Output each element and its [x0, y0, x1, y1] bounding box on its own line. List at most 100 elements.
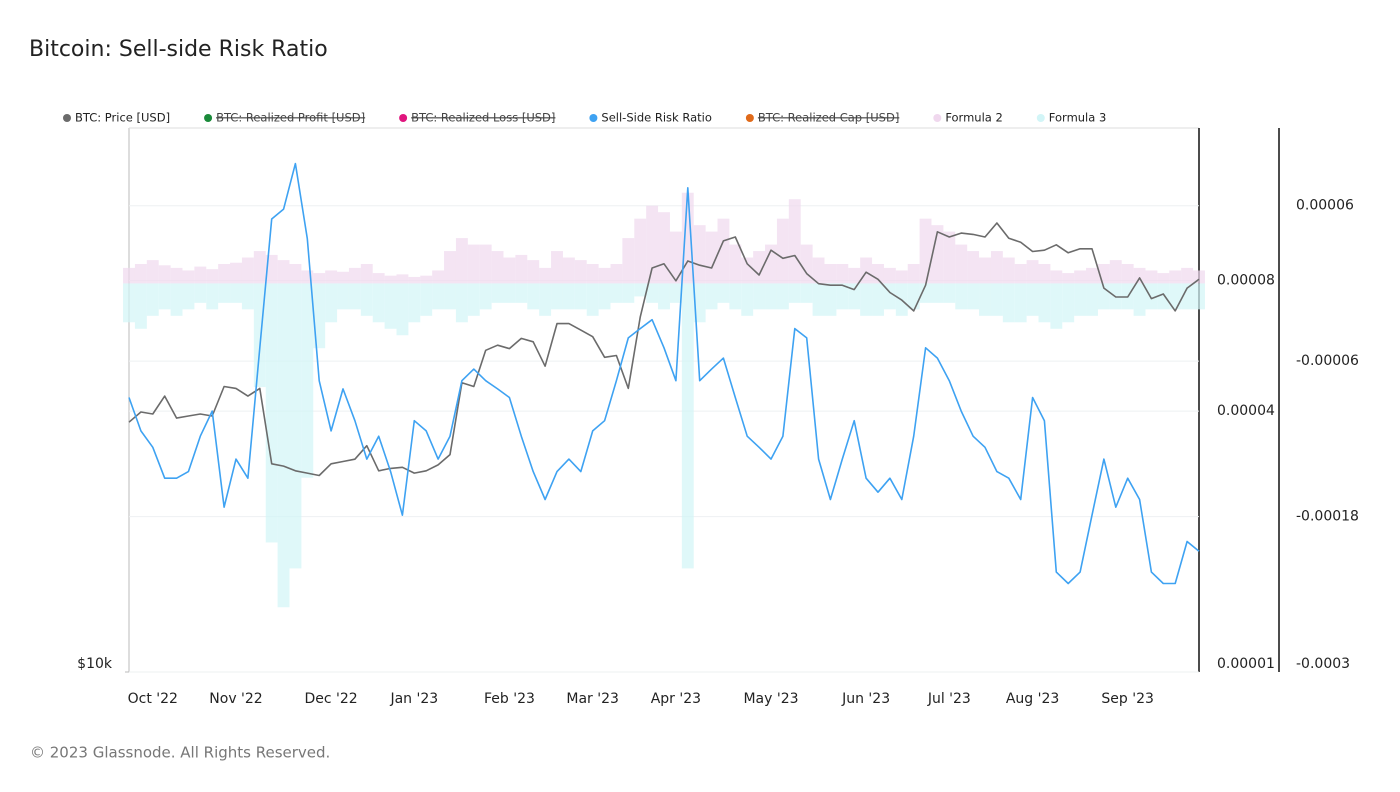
formula-bar — [979, 283, 991, 316]
formula-bar — [753, 283, 766, 310]
formula-bar — [396, 274, 409, 284]
formula-bar — [455, 283, 468, 323]
formula-bar — [1074, 283, 1087, 316]
legend-marker — [589, 114, 598, 122]
formula-bar — [883, 267, 896, 284]
formula-bar — [681, 192, 694, 284]
formula-bar — [812, 257, 825, 284]
legend-marker — [399, 114, 408, 122]
legend-item: BTC: Realized Loss [USD] — [411, 111, 555, 125]
formula-bar — [384, 275, 397, 284]
formula-bar — [907, 264, 920, 284]
formula-bar — [467, 283, 480, 316]
formula-bar — [1181, 267, 1194, 284]
formula-bar — [360, 283, 373, 316]
formula-bar — [1097, 264, 1110, 284]
formula-bar — [919, 218, 932, 284]
chart-title: Bitcoin: Sell-side Risk Ratio — [29, 37, 328, 62]
formula-bar — [479, 283, 492, 310]
formula-bar — [693, 283, 706, 323]
y3-tick-label: 0.00006 — [1296, 198, 1354, 214]
formula-bar — [931, 225, 944, 284]
formula-bar — [765, 283, 777, 310]
formula-bar — [432, 283, 445, 310]
formula-bar — [503, 257, 516, 284]
legend-item: BTC: Realized Profit [USD] — [216, 111, 365, 125]
labels: $10k 0.00001 0.00004 0.00008 0.00006 -0.00006… — [77, 198, 1359, 707]
formula-bar — [384, 283, 397, 329]
formula-bar — [669, 231, 682, 284]
formula-bar — [1002, 257, 1015, 284]
formula-bar — [824, 283, 837, 316]
y3-tick-label: -0.00018 — [1296, 509, 1359, 525]
formula-bar — [527, 260, 540, 284]
legend-item: Formula 3 — [1049, 111, 1106, 125]
formula-bar — [658, 212, 670, 284]
x-tick-label: Aug '23 — [1006, 691, 1059, 707]
formula-bar — [895, 270, 908, 284]
formula-bar — [943, 283, 956, 303]
legend-item: Sell-Side Risk Ratio — [601, 111, 711, 125]
formula-bar — [491, 283, 504, 303]
legend-marker — [745, 114, 754, 122]
formula-bar — [551, 251, 563, 284]
formula-bar — [967, 283, 980, 310]
formula-bar — [1181, 283, 1194, 310]
formula-bar — [1169, 283, 1182, 310]
formula-bar — [420, 275, 433, 284]
formula-bar — [776, 218, 789, 284]
formula-bar — [860, 257, 873, 284]
formula-bar — [182, 283, 195, 310]
formula-bar — [396, 283, 409, 336]
formula-bar — [836, 264, 849, 284]
formula-bar — [658, 283, 670, 310]
formula-bar — [824, 264, 837, 284]
formula-bar — [432, 270, 445, 284]
y3-tick-label: -0.00006 — [1296, 353, 1359, 369]
x-tick-label: Sep '23 — [1101, 691, 1154, 707]
formula-bar — [527, 283, 540, 310]
formula-bar — [883, 283, 896, 310]
formula-bar — [253, 283, 266, 388]
formula-bar — [539, 283, 552, 316]
formula-bar — [551, 283, 563, 310]
formula-bar — [1157, 273, 1170, 284]
formula-bar — [301, 283, 314, 478]
formula-bar — [1074, 270, 1087, 284]
y2-tick-label: 0.00004 — [1217, 403, 1275, 419]
formula-bar — [1097, 283, 1110, 310]
formula-bar — [634, 218, 647, 284]
formula-bar — [907, 283, 920, 310]
legend: BTC: Price [USD] BTC: Realized Profit [US… — [63, 111, 1106, 125]
formula-bar — [408, 283, 421, 323]
formula-bar — [788, 199, 801, 284]
formula-bar — [1014, 283, 1027, 323]
formula-bar — [610, 264, 623, 284]
x-tick-label: Oct '22 — [128, 691, 178, 707]
formula-bar — [348, 267, 361, 284]
formula-bar — [123, 267, 135, 284]
formula-bar — [1133, 267, 1146, 284]
formula-bar — [693, 225, 706, 284]
formula-bar — [265, 254, 278, 284]
series-line — [128, 222, 1200, 477]
formula-bar — [241, 283, 254, 310]
formula-bar — [800, 283, 813, 303]
formula-bar — [337, 283, 349, 310]
formula-bar — [218, 283, 231, 303]
x-tick-label: Nov '22 — [209, 691, 262, 707]
formula-bar — [1109, 260, 1122, 284]
formula-bar — [788, 283, 801, 303]
formula-bar — [515, 254, 528, 284]
formula-bar — [979, 257, 991, 284]
formula-bar — [1062, 283, 1075, 323]
formula-bar — [1193, 283, 1205, 310]
legend-marker — [204, 114, 213, 122]
formula-bar — [729, 244, 742, 284]
formula-bar — [1193, 270, 1205, 284]
formula-bar — [241, 257, 254, 284]
formula-bar — [943, 231, 956, 284]
formula-bar — [372, 273, 385, 284]
